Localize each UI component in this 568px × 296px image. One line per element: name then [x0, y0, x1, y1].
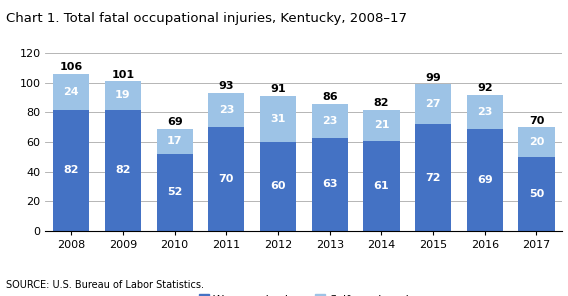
Text: 31: 31 — [270, 114, 286, 124]
Bar — [53, 110, 89, 231]
Text: 99: 99 — [425, 73, 441, 83]
Bar — [364, 110, 399, 141]
Text: 101: 101 — [111, 70, 135, 80]
Bar — [519, 127, 554, 157]
Bar — [312, 104, 348, 138]
Bar — [208, 127, 244, 231]
Bar — [105, 110, 141, 231]
Text: 69: 69 — [477, 175, 492, 185]
Text: Chart 1. Total fatal occupational injuries, Kentucky, 2008–17: Chart 1. Total fatal occupational injuri… — [6, 12, 407, 25]
Text: 20: 20 — [529, 137, 544, 147]
Text: 82: 82 — [115, 165, 131, 175]
Bar — [364, 141, 399, 231]
Bar — [519, 157, 554, 231]
Text: 52: 52 — [167, 187, 182, 197]
Text: 72: 72 — [425, 173, 441, 183]
Legend: Wage and salary, Self-employed: Wage and salary, Self-employed — [194, 290, 414, 296]
Text: 50: 50 — [529, 189, 544, 199]
Text: SOURCE: U.S. Bureau of Labor Statistics.: SOURCE: U.S. Bureau of Labor Statistics. — [6, 280, 204, 290]
Bar — [260, 142, 296, 231]
Bar — [157, 129, 193, 154]
Text: 82: 82 — [374, 98, 389, 108]
Bar — [467, 95, 503, 129]
Text: 23: 23 — [477, 107, 492, 117]
Bar — [53, 74, 89, 110]
Text: 27: 27 — [425, 99, 441, 109]
Bar — [467, 129, 503, 231]
Bar — [260, 96, 296, 142]
Text: 23: 23 — [219, 105, 234, 115]
Text: 69: 69 — [167, 117, 182, 127]
Text: 106: 106 — [60, 62, 83, 72]
Text: 86: 86 — [322, 92, 337, 102]
Text: 23: 23 — [322, 116, 337, 126]
Text: 61: 61 — [374, 181, 389, 191]
Text: 17: 17 — [167, 136, 182, 146]
Text: 19: 19 — [115, 91, 131, 100]
Bar — [312, 138, 348, 231]
Bar — [208, 93, 244, 127]
Bar — [415, 84, 451, 124]
Text: 24: 24 — [64, 87, 79, 97]
Text: 21: 21 — [374, 120, 389, 130]
Text: 82: 82 — [64, 165, 79, 175]
Text: 70: 70 — [529, 115, 544, 126]
Text: 63: 63 — [322, 179, 337, 189]
Text: 70: 70 — [219, 174, 234, 184]
Bar — [157, 154, 193, 231]
Text: 91: 91 — [270, 84, 286, 94]
Bar — [105, 81, 141, 110]
Text: 92: 92 — [477, 83, 492, 93]
Text: 93: 93 — [219, 81, 234, 91]
Bar — [415, 124, 451, 231]
Text: 60: 60 — [270, 181, 286, 192]
